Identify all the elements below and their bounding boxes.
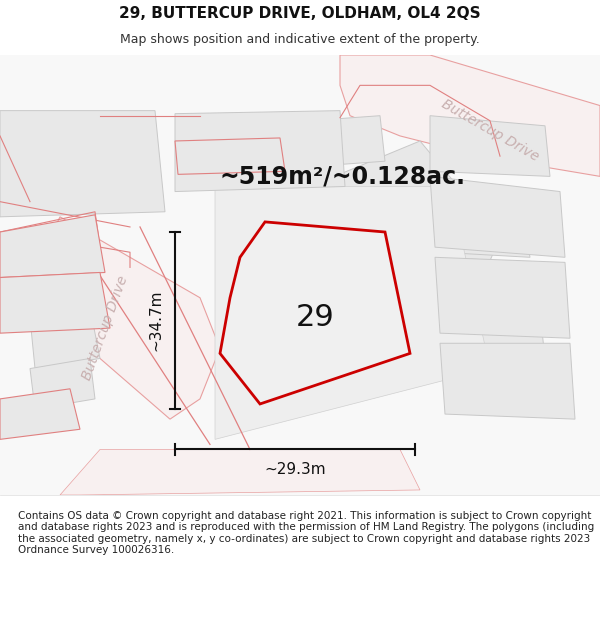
Text: ~519m²/~0.128ac.: ~519m²/~0.128ac.: [220, 164, 466, 188]
Polygon shape: [435, 258, 570, 338]
Text: 29, BUTTERCUP DRIVE, OLDHAM, OL4 2QS: 29, BUTTERCUP DRIVE, OLDHAM, OL4 2QS: [119, 6, 481, 21]
Polygon shape: [200, 116, 270, 156]
Text: ~29.3m: ~29.3m: [264, 462, 326, 477]
Text: 29: 29: [296, 304, 334, 332]
Text: Contains OS data © Crown copyright and database right 2021. This information is : Contains OS data © Crown copyright and d…: [18, 511, 594, 556]
Polygon shape: [340, 55, 600, 176]
Polygon shape: [10, 116, 100, 197]
Polygon shape: [30, 308, 100, 369]
Polygon shape: [440, 258, 540, 313]
Polygon shape: [450, 308, 545, 359]
Polygon shape: [175, 138, 285, 174]
Polygon shape: [310, 141, 500, 348]
Text: Buttercup Drive: Buttercup Drive: [80, 274, 130, 382]
Polygon shape: [440, 343, 575, 419]
Polygon shape: [0, 111, 165, 217]
Polygon shape: [430, 186, 530, 258]
Polygon shape: [40, 217, 220, 419]
Polygon shape: [30, 359, 95, 409]
Polygon shape: [60, 449, 420, 495]
Polygon shape: [0, 389, 80, 439]
Polygon shape: [220, 222, 410, 404]
Polygon shape: [200, 116, 300, 181]
Polygon shape: [430, 176, 565, 258]
Polygon shape: [0, 272, 110, 333]
Polygon shape: [450, 359, 548, 399]
Polygon shape: [310, 116, 385, 166]
Polygon shape: [175, 111, 345, 191]
Text: Buttercup Drive: Buttercup Drive: [439, 98, 541, 164]
Text: Map shows position and indicative extent of the property.: Map shows position and indicative extent…: [120, 33, 480, 46]
Polygon shape: [430, 116, 550, 176]
Polygon shape: [215, 186, 490, 439]
Text: ~34.7m: ~34.7m: [148, 290, 163, 351]
Polygon shape: [0, 131, 55, 181]
Polygon shape: [0, 215, 105, 278]
